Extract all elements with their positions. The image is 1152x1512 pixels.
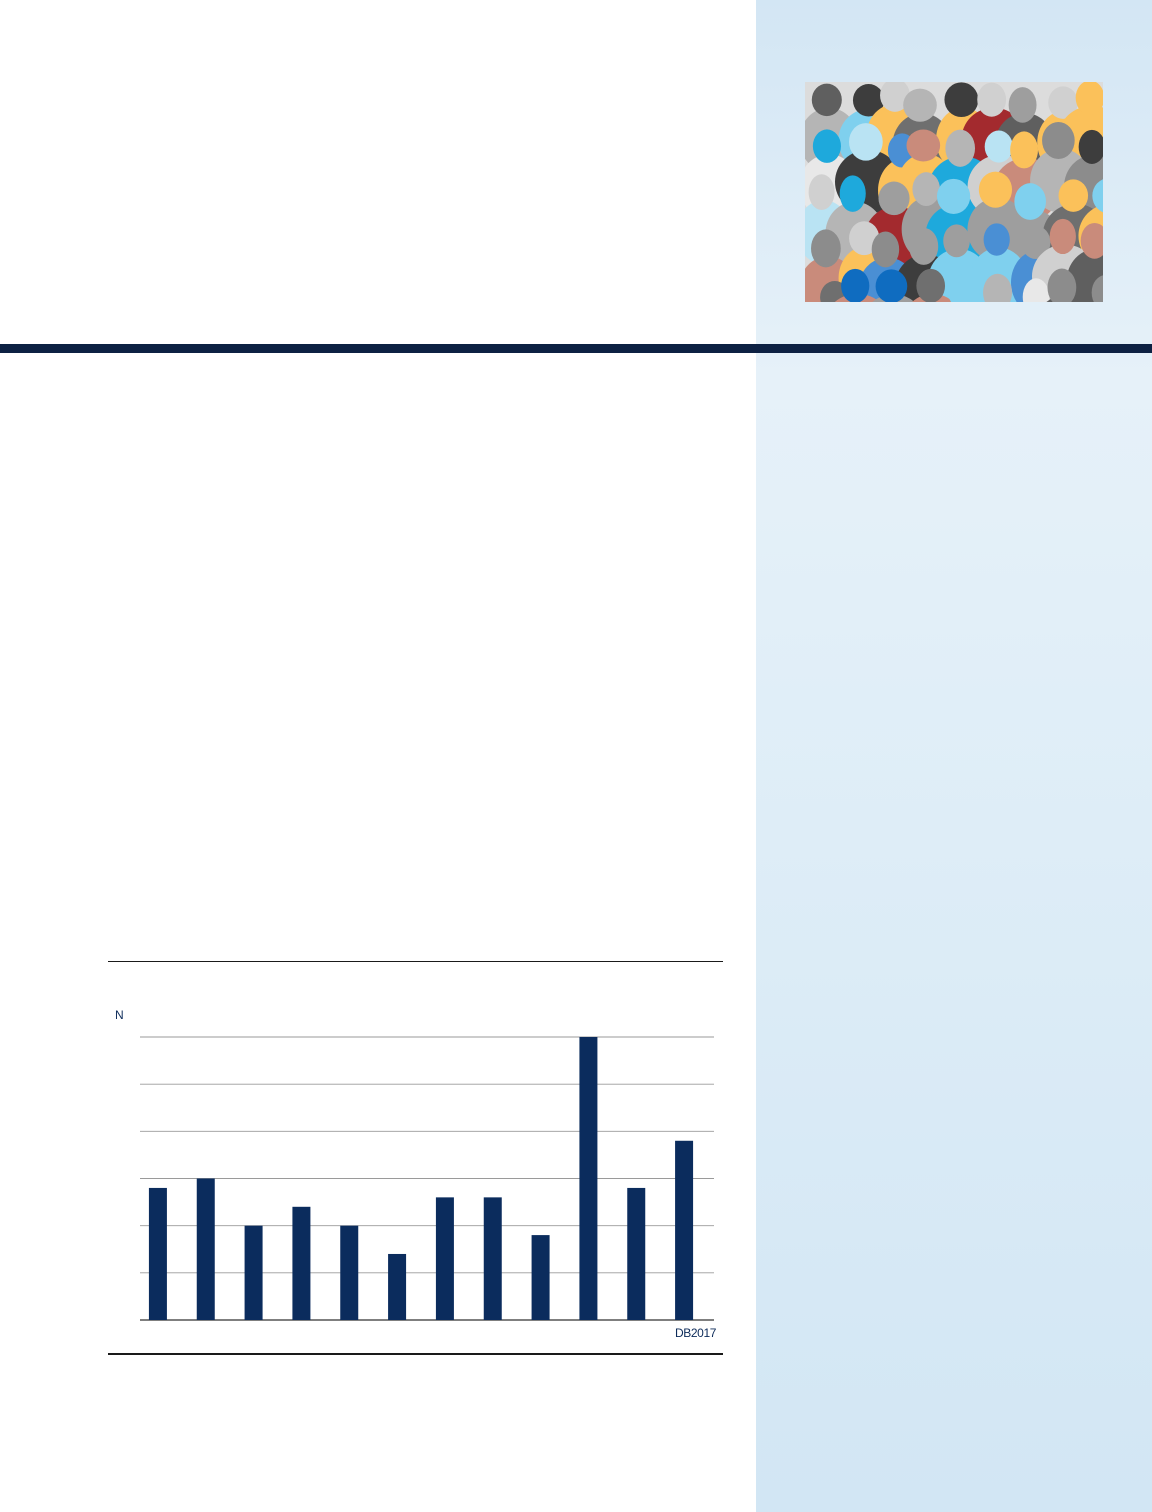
bar-chart: N DB2017 [108, 961, 723, 1355]
bar-10 [579, 1037, 598, 1320]
chart-canvas [140, 1036, 714, 1321]
header-rule [0, 344, 1152, 353]
bar-12 [675, 1140, 694, 1320]
bar-9 [531, 1235, 550, 1320]
bar-8 [483, 1197, 502, 1320]
y-axis-label: N [115, 1008, 124, 1022]
chart-top-rule [108, 961, 723, 962]
bar-7 [435, 1197, 454, 1320]
bar-1 [148, 1187, 167, 1320]
bar-3 [244, 1225, 263, 1320]
bar-5 [340, 1225, 359, 1320]
bar-11 [627, 1187, 646, 1320]
crowd-illustration-icon [805, 82, 1103, 302]
bar-6 [388, 1253, 407, 1320]
chart-bottom-rule [108, 1353, 723, 1355]
bar-2 [196, 1178, 215, 1320]
bar-4 [292, 1206, 311, 1320]
source-label: DB2017 [675, 1326, 716, 1340]
